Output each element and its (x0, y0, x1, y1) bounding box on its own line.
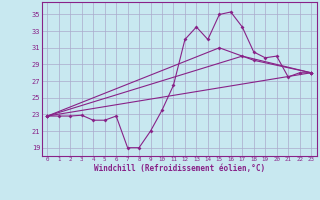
X-axis label: Windchill (Refroidissement éolien,°C): Windchill (Refroidissement éolien,°C) (94, 164, 265, 173)
